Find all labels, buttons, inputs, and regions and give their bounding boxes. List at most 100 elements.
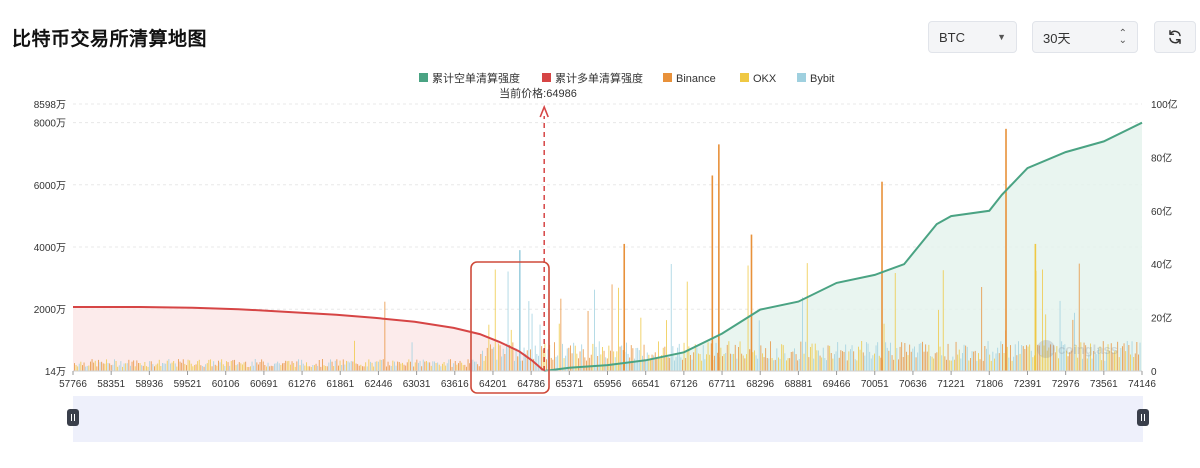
coin-select[interactable]: BTC ▼ [928,21,1017,53]
range-slider[interactable] [67,396,1149,442]
slider-left-handle[interactable] [67,409,79,426]
liquidation-bar [1061,341,1063,371]
liquidation-bar [926,351,928,371]
liquidation-bar [763,357,765,371]
range-select[interactable]: 30天 ⌃ ⌄ [1032,21,1138,53]
liquidation-bar [558,323,560,371]
liquidation-bar [834,354,835,371]
legend-label: 累计多单清算强度 [555,71,643,85]
x-axis-tick: 65956 [594,379,622,390]
liquidation-bar [267,362,269,371]
liquidation-bar [528,301,530,371]
liquidation-bar [304,365,306,371]
x-axis-tick: 70051 [861,379,889,390]
x-axis-tick: 67711 [708,379,736,390]
liquidation-bar [1134,353,1136,371]
liquidation-bar [562,343,563,371]
liquidation-bar [637,347,639,371]
liquidation-bar [1074,312,1075,371]
legend-swatch [542,73,551,82]
liquidation-bar [894,273,896,371]
liquidation-bar [1096,354,1098,371]
liquidation-bar [933,358,935,371]
slider-track[interactable] [73,396,1143,442]
liquidation-bar [74,363,75,371]
page-title: 比特币交易所清算地图 [12,29,208,50]
liquidation-bar [971,351,973,371]
liquidation-bar [376,361,378,371]
liquidation-bar [1090,343,1091,371]
refresh-icon [1169,30,1181,44]
current-price-marker [539,104,549,371]
liquidation-bar [205,364,207,371]
liquidation-bar [642,355,643,371]
left-axis-tick: 8000万 [34,119,66,130]
liquidation-bar [1051,353,1053,371]
liquidation-bar [883,323,885,371]
refresh-button[interactable] [1154,21,1196,53]
liquidation-bar [99,362,101,371]
liquidation-bar [557,355,559,371]
liquidation-bar [634,358,635,371]
liquidation-bar [1018,341,1019,371]
liquidation-bar [917,352,919,371]
liquidation-bar [323,365,325,371]
liquidation-bar [253,365,255,371]
liquidation-bar [216,365,218,371]
liquidation-bar [858,346,859,371]
liquidation-bar [581,344,583,371]
liquidation-bar [182,359,184,371]
liquidation-bar [429,362,431,371]
liquidation-bar [150,361,152,371]
legend-swatch [663,73,672,82]
x-axis-tick: 71806 [975,379,1003,390]
liquidation-bar [1138,354,1139,371]
liquidation-bar [477,364,479,371]
x-axis-tick: 63616 [441,379,469,390]
liquidation-bar [328,362,330,371]
liquidation-bar [1128,345,1130,371]
liquidation-bar [293,363,295,371]
liquidation-bar [480,354,482,371]
liquidation-bar [1006,346,1008,371]
liquidation-bar [568,347,570,371]
liquidation-bar [1080,342,1082,371]
liquidation-bar [1042,269,1043,371]
liquidation-bar [450,359,451,371]
up-down-chevron-icon: ⌃ ⌄ [1118,28,1127,46]
right-axis-tick: 20亿 [1151,312,1172,325]
liquidation-bar [630,345,632,371]
liquidation-bar [800,341,802,371]
liquidation-bar-binance [750,234,753,371]
liquidation-bar [1083,342,1085,371]
slider-right-handle[interactable] [1137,409,1149,426]
liquidation-bar [315,363,317,371]
liquidation-bar [534,345,536,371]
x-axis-tick: 68296 [746,379,774,390]
highlight-box [470,261,550,394]
liquidation-bar [899,346,901,371]
liquidation-bar [542,349,544,371]
liquidation-bar [368,359,370,371]
x-axis-tick: 66541 [632,379,660,390]
liquidation-bar [483,360,485,371]
liquidation-bar [1002,344,1003,371]
liquidation-bar [432,361,434,371]
liquidation-bar [98,359,99,371]
liquidation-bar [144,362,146,371]
liquidation-bar [648,354,650,371]
liquidation-bar [115,361,117,371]
liquidation-bar [467,359,469,371]
liquidation-bar [861,341,863,371]
liquidation-bar [728,341,730,371]
left-axis: 14万 2000万 4000万 6000万 8000万 8598万 [34,100,66,378]
liquidation-bar [710,343,712,371]
liquidation-bar [1131,341,1133,371]
liquidation-bar [114,359,115,371]
liquidation-bar [550,357,552,371]
liquidation-bar [358,365,360,371]
liquidation-bar [685,358,687,371]
liquidation-bar [872,355,874,371]
liquidation-bar [803,353,805,371]
liquidation-bar [126,363,128,371]
